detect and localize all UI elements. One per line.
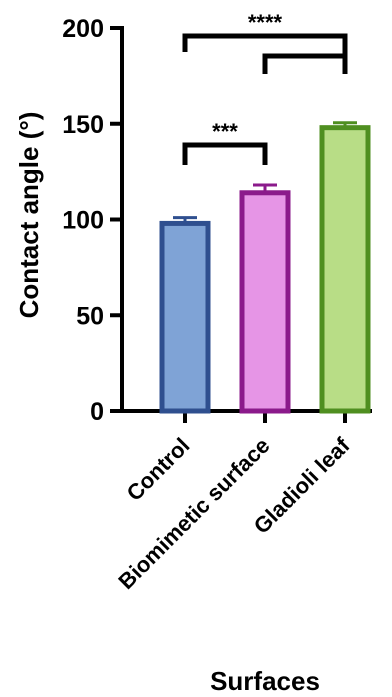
x-axis-label: Surfaces [210,666,320,696]
x-tick-label: Biomimetic surface [113,433,274,594]
y-tick-label: 100 [62,207,104,235]
significance-bracket [262,53,348,74]
bars [159,121,371,414]
y-tick-label: 200 [62,15,104,43]
significance-bracket [182,33,348,58]
bar [319,125,371,414]
bar [239,190,291,414]
significance-label: **** [248,10,283,35]
y-tick-label: 150 [62,111,104,139]
y-tick-label: 0 [90,398,104,426]
x-tick-label: Control [122,433,195,506]
significance-brackets: ******* [182,10,348,165]
y-tick-label: 50 [76,302,104,330]
y-axis-label: Contact angle (°) [14,112,44,319]
significance-label: *** [212,119,238,144]
significance-bracket [182,142,268,165]
bar [159,220,211,414]
